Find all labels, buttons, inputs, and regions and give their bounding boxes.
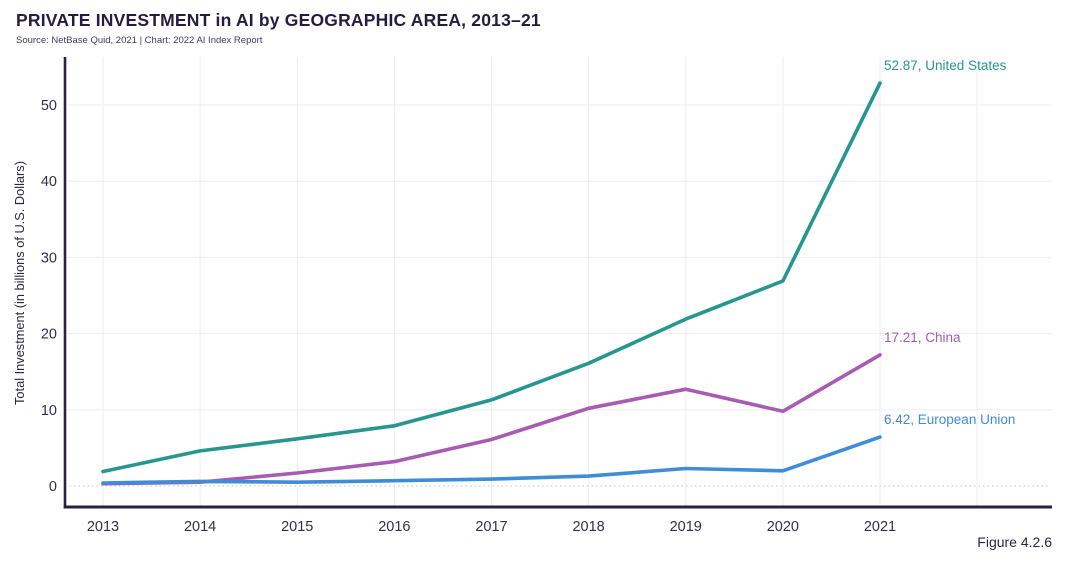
x-tick-label: 2014 [184, 519, 216, 535]
x-tick-label: 2015 [281, 519, 313, 535]
x-tick-label: 2019 [670, 519, 702, 535]
y-tick-label: 0 [49, 479, 57, 495]
y-tick-label: 10 [41, 403, 57, 419]
y-tick-label: 30 [41, 250, 57, 266]
axes [63, 57, 1052, 509]
gridlines [65, 57, 1052, 507]
line-european-union [101, 435, 882, 485]
end-label-united-states: 52.87, United States [884, 58, 1007, 73]
line-united-states [101, 81, 882, 474]
x-tick-label: 2017 [475, 519, 507, 535]
chart-title: PRIVATE INVESTMENT in AI by GEOGRAPHIC A… [16, 10, 541, 30]
data-lines [101, 81, 882, 486]
y-tick-label: 20 [41, 327, 57, 343]
y-axis-title: Total Investment (in billions of U.S. Do… [12, 161, 27, 405]
series-end-labels: 52.87, United States 17.21, China 6.42, Eu… [884, 58, 1015, 427]
x-tick-label: 2016 [378, 519, 410, 535]
tick-labels: 0 10 20 30 40 50 2013 2014 2015 2016 2017 2018 2019 2… [41, 98, 896, 535]
y-tick-label: 50 [41, 98, 57, 114]
chart-source: Source: NetBase Quid, 2021 | Chart: 2022… [16, 35, 263, 46]
y-tick-label: 40 [41, 174, 57, 190]
figure-caption: Figure 4.2.6 [977, 534, 1052, 550]
end-label-china: 17.21, China [884, 330, 961, 345]
x-tick-label: 2021 [864, 519, 896, 535]
line-china [101, 353, 882, 486]
end-label-european-union: 6.42, European Union [884, 412, 1015, 427]
x-tick-label: 2013 [87, 519, 119, 535]
chart-header: PRIVATE INVESTMENT in AI by GEOGRAPHIC A… [16, 10, 541, 46]
x-tick-label: 2018 [572, 519, 604, 535]
x-tick-label: 2020 [767, 519, 799, 535]
